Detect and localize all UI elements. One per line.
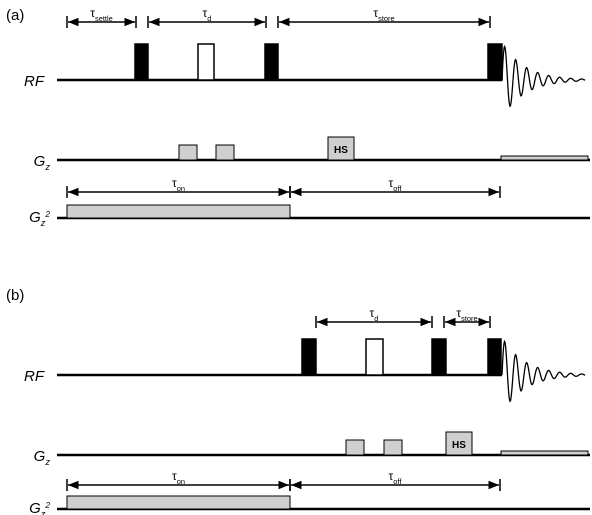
timing-label: τsettle	[90, 6, 113, 23]
acquisition-gradient	[500, 155, 589, 161]
hard-pulse	[134, 43, 149, 81]
row-label-sub: z	[40, 509, 46, 515]
hard-pulse	[301, 338, 317, 376]
hard-pulse	[431, 338, 447, 376]
gradient-lobe	[383, 439, 403, 456]
row-label: RF	[24, 73, 45, 90]
shim-gradient	[66, 204, 291, 219]
row-label-sub: z	[44, 457, 50, 467]
homospoil-label: HS	[334, 145, 348, 156]
row-label-sub: z	[40, 218, 46, 228]
timing-label-main: τ	[370, 306, 375, 320]
row-label-sub: z	[44, 162, 50, 172]
timing-label-main: τ	[203, 6, 208, 20]
hard-pulse	[487, 338, 502, 376]
timing-label: τstore	[373, 6, 394, 23]
row-label-main: G	[29, 209, 41, 226]
timing-label: τoff	[389, 176, 403, 193]
gradient-lobe	[345, 439, 365, 456]
hard-pulse	[264, 43, 279, 81]
row-label: Gz2	[29, 209, 50, 228]
row-label: Gz2	[29, 500, 50, 515]
fid-signal	[501, 339, 586, 403]
row-label-main: RF	[24, 73, 45, 90]
row-label: Gz	[34, 448, 51, 467]
timing-label-sub: off	[393, 184, 402, 193]
row-label-main: G	[34, 448, 46, 465]
timing-label-main: τ	[389, 176, 394, 190]
timing-label-main: τ	[90, 6, 95, 20]
row-label-main: RF	[24, 368, 45, 385]
timing-label-sub: on	[177, 477, 185, 486]
row-label-main: G	[34, 153, 46, 170]
homospoil-label: HS	[452, 440, 466, 451]
timing-label-sub: settle	[95, 14, 113, 23]
panel-label: (b)	[6, 287, 24, 304]
timing-label: τd	[370, 306, 379, 323]
row-label-main: G	[29, 500, 41, 515]
row-label-sup: 2	[44, 501, 50, 510]
gradient-lobe	[215, 144, 235, 161]
timing-label-sub: off	[393, 477, 402, 486]
timing-label: τstore	[456, 306, 477, 323]
panel-label: (a)	[6, 7, 24, 24]
timing-label: τon	[172, 176, 185, 193]
inversion-pulse	[365, 338, 384, 376]
timing-label: τon	[172, 469, 185, 486]
gradient-lobe	[178, 144, 198, 161]
timing-label-main: τ	[456, 306, 461, 320]
homospoil-pulse	[445, 431, 473, 456]
row-label: Gz	[34, 153, 51, 172]
timing-label-main: τ	[172, 469, 177, 483]
shim-gradient	[66, 495, 291, 510]
row-label-sup: 2	[44, 210, 50, 219]
timing-label-sub: on	[177, 184, 185, 193]
timing-label-main: τ	[389, 469, 394, 483]
timing-label: τoff	[389, 469, 403, 486]
timing-label-sub: d	[207, 14, 211, 23]
inversion-pulse	[197, 43, 215, 81]
hard-pulse	[487, 43, 503, 81]
timing-label: τd	[203, 6, 212, 23]
timing-label-sub: store	[461, 314, 478, 323]
timing-label-sub: store	[378, 14, 395, 23]
timing-label-main: τ	[373, 6, 378, 20]
homospoil-pulse	[327, 136, 355, 161]
fid-signal	[501, 44, 586, 108]
timing-label-main: τ	[172, 176, 177, 190]
timing-label-sub: d	[374, 314, 378, 323]
acquisition-gradient	[500, 450, 589, 456]
row-label: RF	[24, 368, 45, 385]
